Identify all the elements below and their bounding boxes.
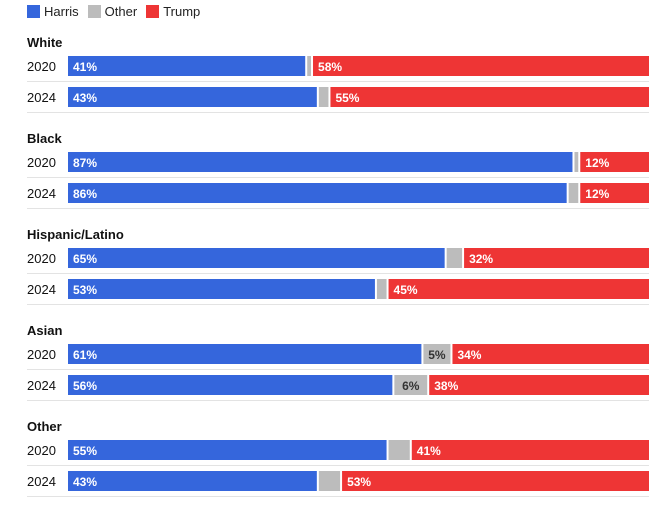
bar-harris-white-2020 [68,56,306,76]
group-title-other: Other [27,419,62,434]
legend-label-trump: Trump [163,4,201,19]
legend-item-harris: Harris [27,4,79,19]
label-harris-black-2020: 87% [73,156,97,170]
group-title-hispanic-latino: Hispanic/Latino [27,227,124,242]
label-harris-asian-2020: 61% [73,348,97,362]
bar-other-hispanic-latino-2020 [446,248,463,268]
bar-harris-other-2020 [68,440,387,460]
row-label-hispanic-latino-2024: 2024 [27,282,56,297]
bar-other-asian-2024 [394,375,428,395]
bar-trump-other-2020 [411,440,649,460]
label-trump-other-2024: 53% [347,475,371,489]
legend-label-harris: Harris [44,4,79,19]
bar-trump-white-2024 [330,87,649,107]
bar-trump-asian-2020 [452,344,649,364]
label-harris-hispanic-latino-2024: 53% [73,283,97,297]
label-harris-asian-2024: 56% [73,379,97,393]
label-harris-other-2024: 43% [73,475,97,489]
bar-trump-hispanic-latino-2020 [464,248,649,268]
label-harris-other-2020: 55% [73,444,97,458]
bar-harris-asian-2020 [68,344,422,364]
legend-item-trump: Trump [146,4,200,19]
group-title-asian: Asian [27,323,62,338]
bar-other-asian-2020 [423,344,451,364]
bar-other-white-2020 [307,56,312,76]
label-trump-black-2020: 12% [585,156,609,170]
bar-harris-white-2024 [68,87,317,107]
bar-other-other-2024 [318,471,341,491]
legend-label-other: Other [104,4,138,19]
bar-harris-asian-2024 [68,375,393,395]
row-label-black-2020: 2020 [27,155,56,170]
label-harris-hispanic-latino-2020: 65% [73,252,97,266]
bar-harris-hispanic-latino-2024 [68,279,375,299]
legend-swatch-harris [27,5,40,18]
legend-swatch-trump [146,5,160,18]
row-label-other-2024: 2024 [27,474,56,489]
label-trump-black-2024: 12% [585,187,609,201]
bar-trump-hispanic-latino-2024 [388,279,649,299]
legend-item-other: Other [87,4,138,19]
bar-trump-white-2020 [313,56,649,76]
bar-trump-other-2024 [342,471,649,491]
bar-other-black-2024 [568,183,579,203]
bar-trump-black-2020 [580,152,649,172]
label-harris-white-2020: 41% [73,60,97,74]
row-label-hispanic-latino-2020: 2020 [27,251,56,266]
label-trump-hispanic-latino-2024: 45% [394,283,418,297]
bar-harris-black-2020 [68,152,573,172]
row-label-white-2024: 2024 [27,90,56,105]
label-trump-other-2020: 41% [417,444,441,458]
bar-harris-hispanic-latino-2020 [68,248,445,268]
bar-trump-asian-2024 [429,375,649,395]
label-harris-white-2024: 43% [73,91,97,105]
bar-trump-black-2024 [580,183,649,203]
bar-other-black-2020 [574,152,579,172]
row-label-asian-2024: 2024 [27,378,56,393]
label-other-asian-2024: 6% [402,379,420,393]
bar-other-other-2020 [388,440,410,460]
row-label-asian-2020: 2020 [27,347,56,362]
bar-harris-black-2024 [68,183,567,203]
bar-harris-other-2024 [68,471,317,491]
row-label-white-2020: 2020 [27,59,56,74]
legend: Harris Other Trump [27,4,209,19]
label-harris-black-2024: 86% [73,187,97,201]
label-trump-asian-2024: 38% [434,379,458,393]
bar-other-white-2024 [318,87,329,107]
row-label-other-2020: 2020 [27,443,56,458]
group-title-white: White [27,35,62,50]
label-trump-hispanic-latino-2020: 32% [469,252,493,266]
label-trump-white-2020: 58% [318,60,342,74]
legend-swatch-other [87,5,101,18]
row-label-black-2024: 2024 [27,186,56,201]
bar-other-hispanic-latino-2024 [376,279,387,299]
label-trump-white-2024: 55% [335,91,359,105]
group-title-black: Black [27,131,62,146]
label-other-asian-2020: 5% [428,348,446,362]
label-trump-asian-2020: 34% [457,348,481,362]
